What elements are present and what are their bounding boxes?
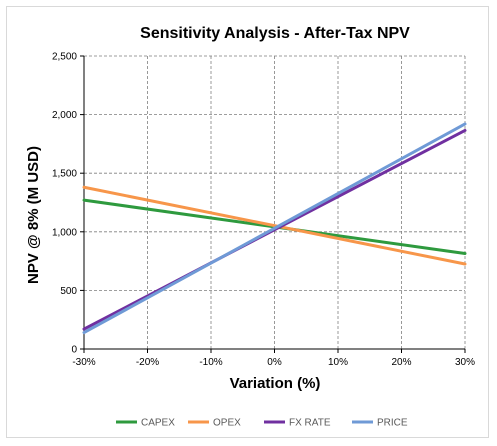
series-lines — [82, 122, 467, 335]
legend: CAPEX OPEX FX RATE PRICE — [116, 418, 408, 429]
x-tick-label: 30% — [455, 357, 475, 368]
x-tick-label: -20% — [136, 357, 159, 368]
x-tick-label: -10% — [199, 357, 222, 368]
series-line-opex — [82, 185, 467, 266]
legend-label-opex: OPEX — [213, 418, 241, 429]
y-tick-label: 1,500 — [52, 169, 77, 180]
legend-label-price: PRICE — [377, 418, 408, 429]
axes — [80, 55, 466, 353]
y-tick-label: 2,000 — [52, 110, 77, 121]
y-tick-label: 1,000 — [52, 227, 77, 238]
x-tick-label: 0% — [267, 357, 282, 368]
chart-title: Sensitivity Analysis - After-Tax NPV — [140, 25, 410, 42]
y-tick-label: 0 — [71, 345, 77, 356]
legend-label-fx-rate: FX RATE — [289, 418, 331, 429]
tick-labels: 0 500 1,000 1,500 2,000 2,500 -30% -20% -10% 0% 10… — [52, 52, 475, 369]
legend-label-capex: CAPEX — [141, 418, 175, 429]
y-axis-title: NPV @ 8% (M USD) — [25, 146, 42, 284]
y-tick-label: 2,500 — [52, 52, 77, 63]
x-tick-label: -30% — [72, 357, 95, 368]
y-tick-label: 500 — [60, 286, 77, 297]
x-tick-label: 10% — [328, 357, 348, 368]
gridlines — [84, 55, 466, 349]
x-tick-label: 20% — [391, 357, 411, 368]
series-line-price — [82, 122, 467, 335]
x-axis-title: Variation (%) — [230, 375, 321, 392]
